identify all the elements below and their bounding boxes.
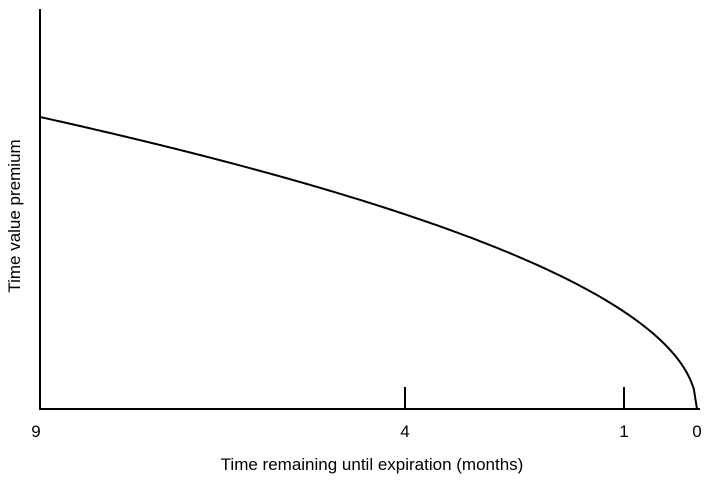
x-tick-label: 0	[692, 422, 701, 441]
x-axis-ticks	[404, 387, 625, 409]
x-axis-label: Time remaining until expiration (months)	[221, 455, 524, 474]
x-tick-label: 4	[400, 422, 409, 441]
y-axis-label: Time value premium	[5, 139, 24, 292]
x-tick-label: 1	[619, 422, 628, 441]
time-value-curve	[39, 116, 698, 410]
x-tick-labels: 9 4 1 0	[31, 422, 701, 441]
x-tick-label: 9	[31, 422, 40, 441]
